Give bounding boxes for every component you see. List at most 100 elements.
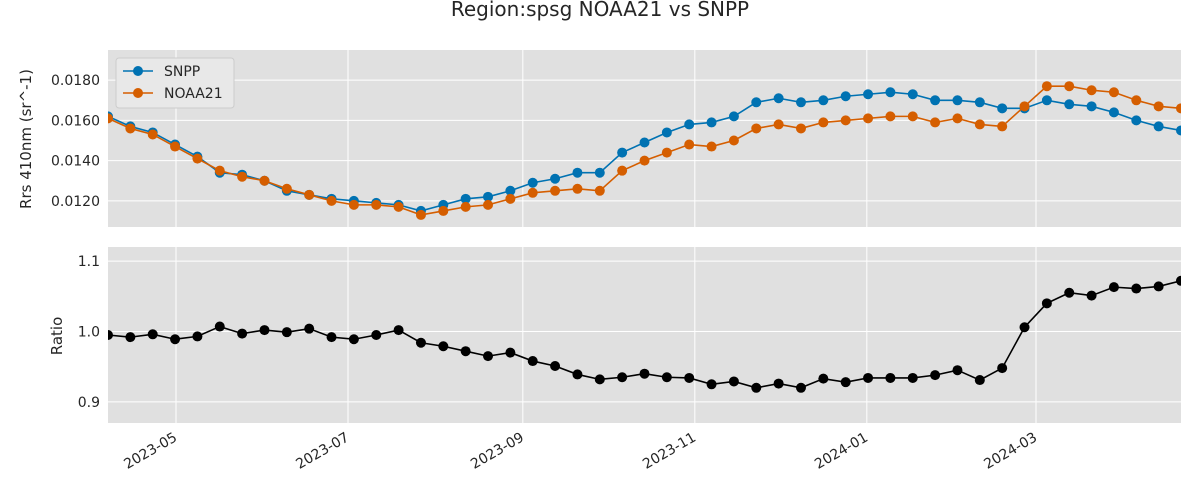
ratio-point-ratio (170, 334, 181, 345)
rrs-point-noaa21 (594, 185, 605, 196)
ratio-point-ratio (237, 328, 248, 339)
rrs-point-noaa21 (751, 123, 762, 134)
rrs-point-noaa21 (952, 113, 963, 124)
ratio-point-ratio (527, 356, 538, 367)
ratio-point-ratio (415, 337, 426, 348)
rrs-point-snpp (1131, 115, 1142, 126)
rrs-point-snpp (795, 97, 806, 108)
rrs-point-snpp (885, 87, 896, 98)
ratio-point-ratio (550, 360, 561, 371)
ratio-point-ratio (438, 341, 449, 352)
ratio-point-ratio (795, 382, 806, 393)
rrs-point-noaa21 (192, 153, 203, 164)
rrs-point-noaa21 (1086, 85, 1097, 96)
ratio-point-ratio (1019, 322, 1030, 333)
rrs-point-noaa21 (773, 119, 784, 130)
rrs-point-snpp (1108, 107, 1119, 118)
ratio-point-ratio (281, 327, 292, 338)
rrs-point-snpp (460, 193, 471, 204)
ratio-point-ratio (773, 378, 784, 389)
rrs-y-tick-label: 0.0160 (51, 113, 100, 129)
rrs-point-noaa21 (237, 171, 248, 182)
ratio-point-ratio (639, 368, 650, 379)
ratio-point-ratio (1153, 281, 1164, 292)
rrs-point-noaa21 (304, 189, 315, 200)
ratio-y-tick-label: 1.1 (78, 254, 100, 270)
ratio-point-ratio (371, 330, 382, 340)
rrs-point-snpp (997, 103, 1008, 114)
ratio-point-ratio (818, 373, 829, 384)
ratio-series (108, 275, 1181, 393)
ratio-point-ratio (192, 331, 203, 342)
rrs-point-noaa21 (415, 209, 426, 220)
ratio-point-ratio (1131, 283, 1142, 294)
rrs-point-noaa21 (170, 141, 181, 152)
legend-label-snpp: SNPP (164, 64, 200, 80)
ratio-point-ratio (147, 329, 158, 340)
ratio-y-tick-label: 1.0 (78, 324, 100, 340)
rrs-point-snpp (751, 97, 762, 108)
rrs-point-noaa21 (281, 183, 292, 194)
rrs-point-noaa21 (1108, 87, 1119, 98)
ratio-point-ratio (997, 363, 1008, 374)
ratio-point-ratio (952, 365, 963, 376)
ratio-point-ratio (930, 370, 941, 381)
ratio-point-ratio (326, 332, 337, 343)
ratio-point-ratio (706, 379, 717, 390)
ratio-panel: 0.9 1.0 1.1 Ratio (48, 247, 1181, 423)
rrs-point-snpp (907, 89, 918, 100)
ratio-y-tick-label: 0.9 (78, 395, 100, 411)
rrs-point-snpp (930, 95, 941, 106)
rrs-point-noaa21 (728, 135, 739, 146)
rrs-point-snpp (483, 191, 494, 202)
rrs-point-snpp (818, 95, 829, 106)
rrs-point-noaa21 (1041, 81, 1052, 92)
ratio-point-ratio (974, 375, 985, 386)
legend-item-noaa21: NOAA21 (123, 86, 223, 102)
ratio-point-ratio (907, 372, 918, 383)
ratio-point-ratio (751, 382, 762, 393)
rrs-point-snpp (1153, 121, 1164, 132)
rrs-point-noaa21 (460, 201, 471, 212)
rrs-point-snpp (1041, 95, 1052, 106)
rrs-y-tick-label: 0.0140 (51, 154, 100, 170)
rrs-point-noaa21 (108, 113, 113, 124)
x-tick-labels: 2023-05 2023-07 2023-09 2023-11 2024-01 2024-… (121, 430, 1040, 473)
ratio-point-ratio (661, 372, 672, 383)
rrs-point-noaa21 (1064, 81, 1075, 92)
ratio-point-ratio (594, 374, 605, 385)
x-tick-label: 2023-07 (293, 430, 352, 473)
ratio-y-tick-labels: 0.9 1.0 1.1 (78, 254, 100, 411)
rrs-point-snpp (840, 91, 851, 102)
rrs-point-noaa21 (974, 119, 985, 130)
rrs-point-noaa21 (840, 115, 851, 126)
rrs-point-noaa21 (1176, 103, 1181, 114)
rrs-point-noaa21 (885, 111, 896, 122)
ratio-point-ratio (108, 330, 113, 340)
x-tick-label: 2024-03 (981, 430, 1040, 473)
rrs-point-snpp (639, 137, 650, 148)
ratio-point-ratio (840, 377, 851, 388)
rrs-point-noaa21 (505, 193, 516, 204)
rrs-point-noaa21 (147, 129, 158, 140)
rrs-point-snpp (863, 89, 874, 100)
rrs-point-snpp (617, 147, 628, 158)
ratio-point-ratio (684, 372, 695, 383)
rrs-y-axis-label: Rrs 410nm (sr^-1) (17, 69, 35, 209)
rrs-point-noaa21 (214, 165, 225, 176)
rrs-point-snpp (773, 93, 784, 104)
rrs-point-noaa21 (348, 199, 359, 210)
rrs-point-noaa21 (863, 113, 874, 124)
rrs-point-snpp (594, 167, 605, 178)
rrs-point-noaa21 (818, 117, 829, 128)
rrs-point-snpp (1064, 99, 1075, 110)
rrs-point-noaa21 (997, 121, 1008, 132)
rrs-point-snpp (974, 97, 985, 108)
x-tick-label: 2024-01 (812, 430, 871, 473)
rrs-point-noaa21 (706, 141, 717, 152)
chart-title: Region:spsg NOAA21 vs SNPP (451, 0, 749, 21)
ratio-point-ratio (617, 372, 628, 383)
ratio-point-ratio (1176, 275, 1181, 286)
x-tick-label: 2023-05 (121, 430, 180, 473)
rrs-point-snpp (661, 127, 672, 138)
